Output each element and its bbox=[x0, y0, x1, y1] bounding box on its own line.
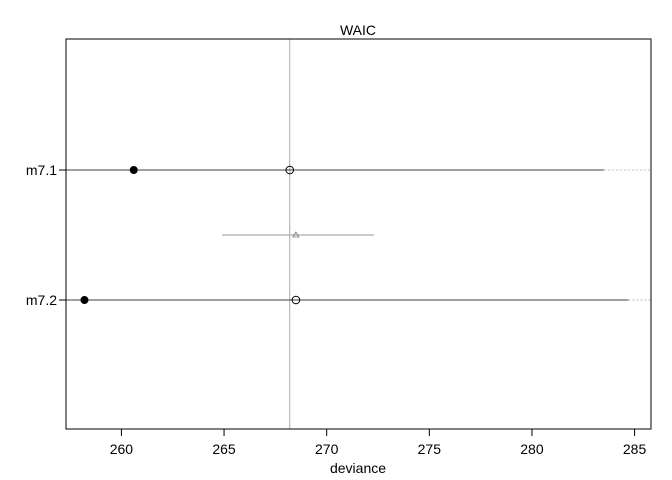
x-tick-label: 275 bbox=[418, 441, 442, 457]
waic-point bbox=[285, 165, 295, 175]
x-tick-label: 265 bbox=[212, 441, 236, 457]
x-axis-label: deviance bbox=[330, 460, 386, 476]
x-tick-label: 270 bbox=[315, 441, 339, 457]
difference-triangle bbox=[292, 231, 300, 238]
y-tick-label: m7.2 bbox=[26, 292, 57, 308]
in-sample-point bbox=[129, 166, 138, 174]
x-tick-label: 260 bbox=[110, 441, 134, 457]
in-sample-point bbox=[80, 296, 89, 304]
chart-title: WAIC bbox=[340, 22, 376, 38]
x-tick-label: 280 bbox=[520, 441, 544, 457]
x-tick-label: 285 bbox=[623, 441, 647, 457]
plot-frame bbox=[65, 38, 652, 430]
waic-point bbox=[291, 295, 301, 305]
y-tick-label: m7.1 bbox=[26, 162, 57, 178]
